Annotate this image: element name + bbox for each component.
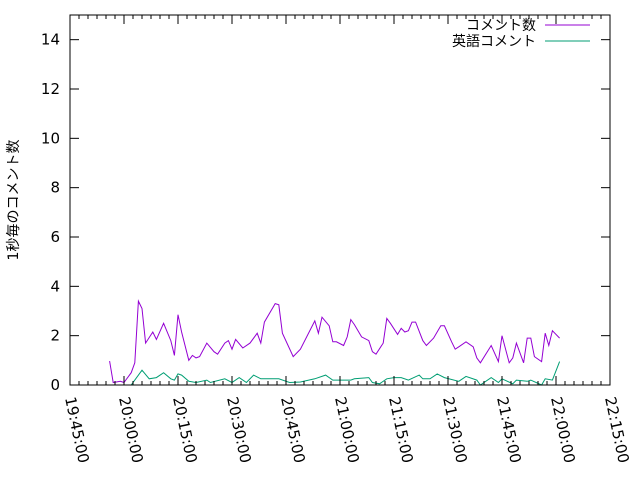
y-tick-label: 2 [50, 327, 60, 345]
y-axis: 0 2 4 6 8 10 12 14 [41, 31, 610, 394]
y-tick-label: 0 [50, 376, 60, 394]
y-axis-label: 1秒毎のコメント数 [6, 140, 22, 261]
x-tick-label: 21:45:00 [493, 395, 525, 465]
x-tick-label: 20:15:00 [169, 395, 201, 465]
x-tick-label: 20:00:00 [115, 395, 147, 465]
x-tick-label: 22:00:00 [547, 395, 579, 465]
plot-lines [109, 299, 561, 386]
x-tick-label: 21:30:00 [439, 395, 471, 465]
y-tick-label: 6 [50, 228, 60, 246]
x-tick-label: 20:45:00 [277, 395, 309, 465]
y-tick-label: 4 [50, 277, 60, 295]
x-tick-label: 19:45:00 [61, 395, 93, 465]
x-tick-label: 21:00:00 [331, 395, 363, 465]
series-line-2 [130, 361, 561, 386]
y-tick-label: 8 [50, 179, 60, 197]
x-tick-label: 20:30:00 [223, 395, 255, 465]
y-tick-label: 12 [41, 80, 60, 98]
x-tick-label: 21:15:00 [385, 395, 417, 465]
legend-label: 英語コメント [452, 33, 536, 50]
x-tick-label: 22:15:00 [601, 395, 633, 465]
series-line-1 [109, 299, 560, 384]
x-axis: 19:45:00 20:00:00 20:15:00 20:30:00 20:45:00… [61, 15, 633, 465]
plot-frame [69, 14, 611, 386]
y-tick-label: 10 [41, 129, 60, 147]
legend-label: コメント数 [466, 18, 536, 34]
y-tick-label: 14 [41, 31, 60, 49]
